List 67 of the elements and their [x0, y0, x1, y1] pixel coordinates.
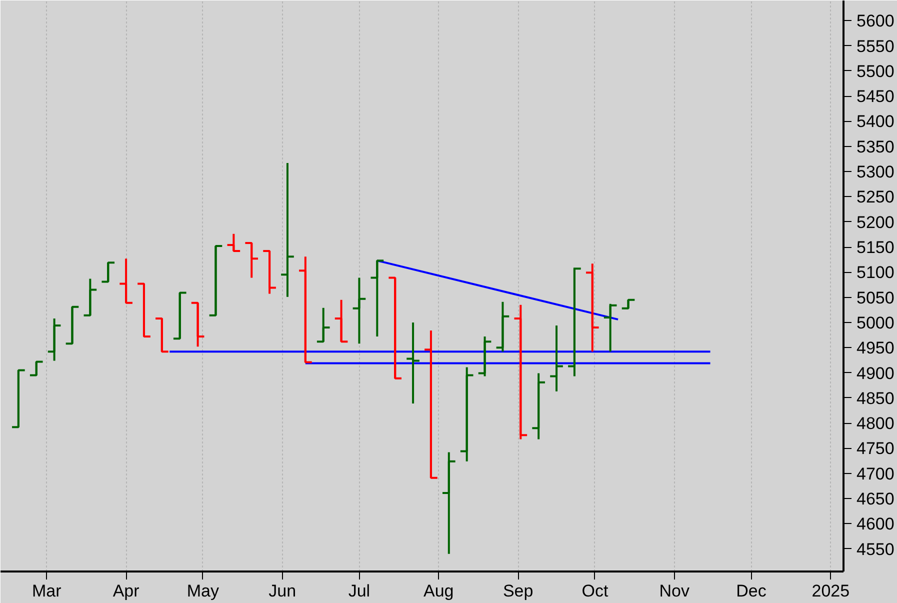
candlestick [244, 242, 260, 279]
y-tick-label: 5500 [856, 62, 894, 81]
candlestick [459, 366, 474, 462]
candlestick [82, 278, 98, 316]
candlestick [208, 245, 224, 316]
candlestick [226, 232, 242, 252]
y-tick-label: 4750 [856, 439, 894, 458]
y-tick-label: 5150 [856, 238, 894, 258]
y-tick-label: 5200 [856, 212, 894, 232]
y-tick-label: 4950 [856, 338, 894, 358]
candlestick [11, 369, 26, 428]
candlestick [154, 317, 170, 353]
y-tick-label: 5350 [856, 137, 894, 156]
y-tick-label: 4550 [856, 540, 894, 559]
candlestick [298, 256, 313, 364]
candlestick [316, 306, 331, 343]
y-tick-label: 5300 [856, 162, 894, 182]
y-tick-label: 4800 [856, 414, 894, 434]
candlestick [46, 317, 62, 362]
x-tick-label: Jun [268, 582, 296, 600]
y-tick-label: 5100 [856, 263, 894, 282]
y-tick-label: 5000 [856, 313, 894, 332]
candlestick [280, 162, 295, 298]
candlestick [370, 260, 385, 338]
candlestick [100, 262, 116, 283]
y-tick-label: 4600 [856, 514, 894, 534]
candlestick [64, 306, 80, 345]
y-tick-label: 4700 [856, 464, 894, 484]
y-tick-label: 5050 [856, 288, 894, 308]
x-tick-label: 2025 [812, 582, 850, 600]
candlestick [531, 372, 546, 440]
candlestick [388, 276, 402, 380]
candlestick [352, 276, 367, 345]
x-tick-label: Apr [112, 582, 140, 600]
candlestick [620, 298, 636, 310]
candlestick [477, 336, 492, 378]
candlestick [513, 304, 528, 440]
candlestick [584, 262, 600, 353]
candlestick [334, 298, 349, 343]
candlestick [262, 250, 277, 295]
y-tick-label: 5250 [856, 188, 894, 207]
y-tick-label: 4850 [856, 388, 894, 408]
candlestick [28, 360, 44, 376]
x-tick-label: Sep [502, 582, 534, 600]
candlestick [118, 258, 134, 304]
x-tick-label: Jul [348, 582, 370, 600]
y-tick-label: 4900 [856, 364, 894, 383]
y-tick-label: 4650 [856, 490, 894, 509]
x-tick-label: Aug [424, 582, 454, 600]
y-tick-label: 5400 [856, 112, 894, 132]
candlestick [602, 302, 618, 353]
x-tick-label: Mar [32, 582, 62, 600]
y-tick-label: 5600 [856, 12, 894, 31]
y-tick-label: 5450 [856, 87, 894, 106]
y-tick-label: 5550 [856, 36, 894, 56]
candlestick [406, 321, 420, 404]
x-tick-label: Nov [659, 582, 690, 600]
candlestick [424, 330, 438, 479]
candlestick [549, 324, 564, 392]
candlestick [442, 451, 456, 555]
candlestick [495, 300, 510, 353]
candlestick [172, 292, 188, 340]
x-tick-label: Oct [582, 582, 608, 600]
candlestick [190, 302, 206, 348]
x-tick-label: May [186, 582, 220, 600]
candlestick [567, 266, 582, 378]
x-tick-label: Dec [736, 582, 767, 600]
